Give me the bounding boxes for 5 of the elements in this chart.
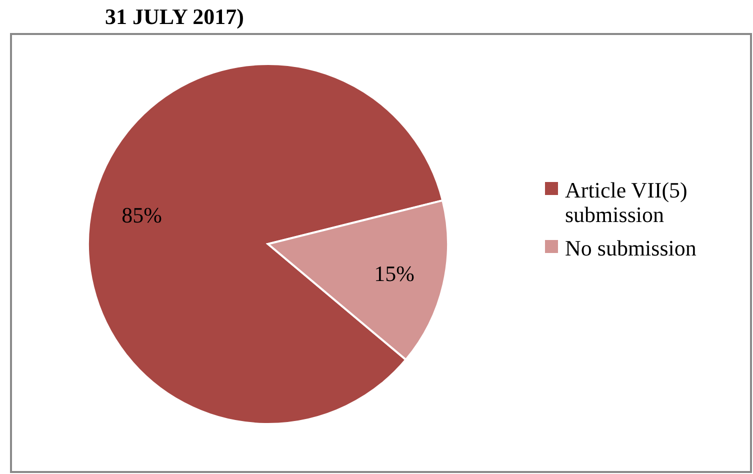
legend-label: No submission xyxy=(565,236,696,261)
data-label: 15% xyxy=(374,260,414,286)
chart-title: 31 JULY 2017) xyxy=(105,4,244,29)
data-label: 85% xyxy=(122,202,162,228)
legend-label: Article VII(5) submission xyxy=(565,178,688,227)
